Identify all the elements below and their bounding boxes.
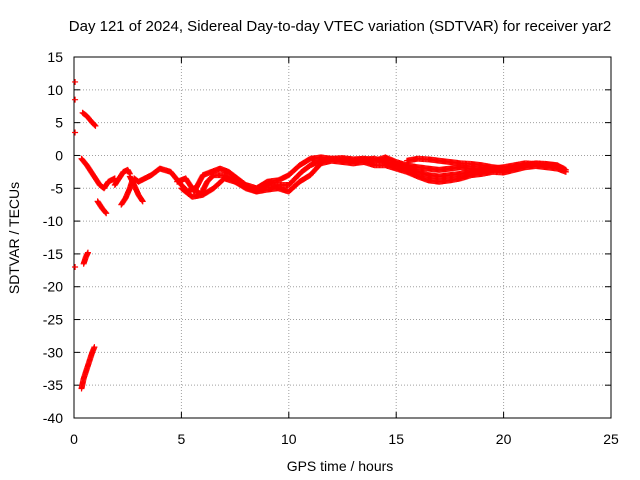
y-tick-labels: 15 10 5 0 -5 -10 -15 -20 -25 -30 -35 -40 bbox=[43, 49, 63, 426]
y-tick-label: -30 bbox=[43, 344, 63, 360]
series-track-lower bbox=[178, 157, 569, 200]
data-point bbox=[139, 197, 146, 204]
data-point bbox=[139, 198, 146, 205]
x-axis-label: GPS time / hours bbox=[287, 458, 394, 474]
axis-ticks bbox=[73, 56, 612, 419]
y-tick-label: 15 bbox=[47, 49, 63, 65]
chart-title: Day 121 of 2024, Sidereal Day-to-day VTE… bbox=[69, 18, 611, 35]
y-tick-label: 0 bbox=[55, 147, 63, 163]
series-track-mid bbox=[403, 155, 507, 172]
y-tick-label: -35 bbox=[43, 377, 63, 393]
y-axis-label: SDTVAR / TECUs bbox=[6, 182, 22, 294]
y-tick-label: -10 bbox=[43, 213, 63, 229]
data-point bbox=[84, 249, 91, 256]
series-track-b bbox=[78, 155, 118, 192]
series-track-d bbox=[80, 249, 91, 267]
series-track-a bbox=[79, 109, 99, 129]
data-point bbox=[72, 96, 79, 103]
series-track-upper bbox=[174, 154, 567, 195]
x-tick-label: 0 bbox=[70, 431, 78, 447]
x-tick-label: 25 bbox=[603, 431, 619, 447]
data-point bbox=[91, 344, 98, 351]
y-tick-label: -5 bbox=[51, 180, 64, 196]
data-point bbox=[72, 78, 79, 85]
x-tick-label: 5 bbox=[178, 431, 186, 447]
y-tick-label: -15 bbox=[43, 246, 63, 262]
y-tick-label: -40 bbox=[43, 410, 63, 426]
x-tick-label: 15 bbox=[388, 431, 404, 447]
series-track-e bbox=[78, 344, 98, 392]
x-tick-labels: 0 5 10 15 20 25 bbox=[70, 431, 619, 447]
series-isolated-points bbox=[72, 78, 79, 271]
data-point bbox=[72, 264, 79, 271]
data-point bbox=[91, 122, 98, 129]
y-tick-label: -25 bbox=[43, 312, 63, 328]
data-point bbox=[500, 165, 507, 172]
x-tick-label: 20 bbox=[496, 431, 512, 447]
data-point bbox=[102, 209, 109, 216]
y-tick-label: 10 bbox=[47, 82, 63, 98]
grid-lines bbox=[74, 57, 611, 418]
y-tick-label: -20 bbox=[43, 279, 63, 295]
series-track-h bbox=[126, 173, 146, 205]
x-tick-label: 10 bbox=[281, 431, 297, 447]
data-point bbox=[72, 129, 79, 136]
series-track-c bbox=[94, 198, 110, 217]
plot-frame bbox=[73, 56, 612, 419]
data-points bbox=[72, 78, 569, 392]
data-point bbox=[103, 210, 110, 217]
data-point bbox=[92, 122, 99, 129]
y-tick-label: 5 bbox=[55, 115, 63, 131]
data-point bbox=[562, 168, 569, 175]
